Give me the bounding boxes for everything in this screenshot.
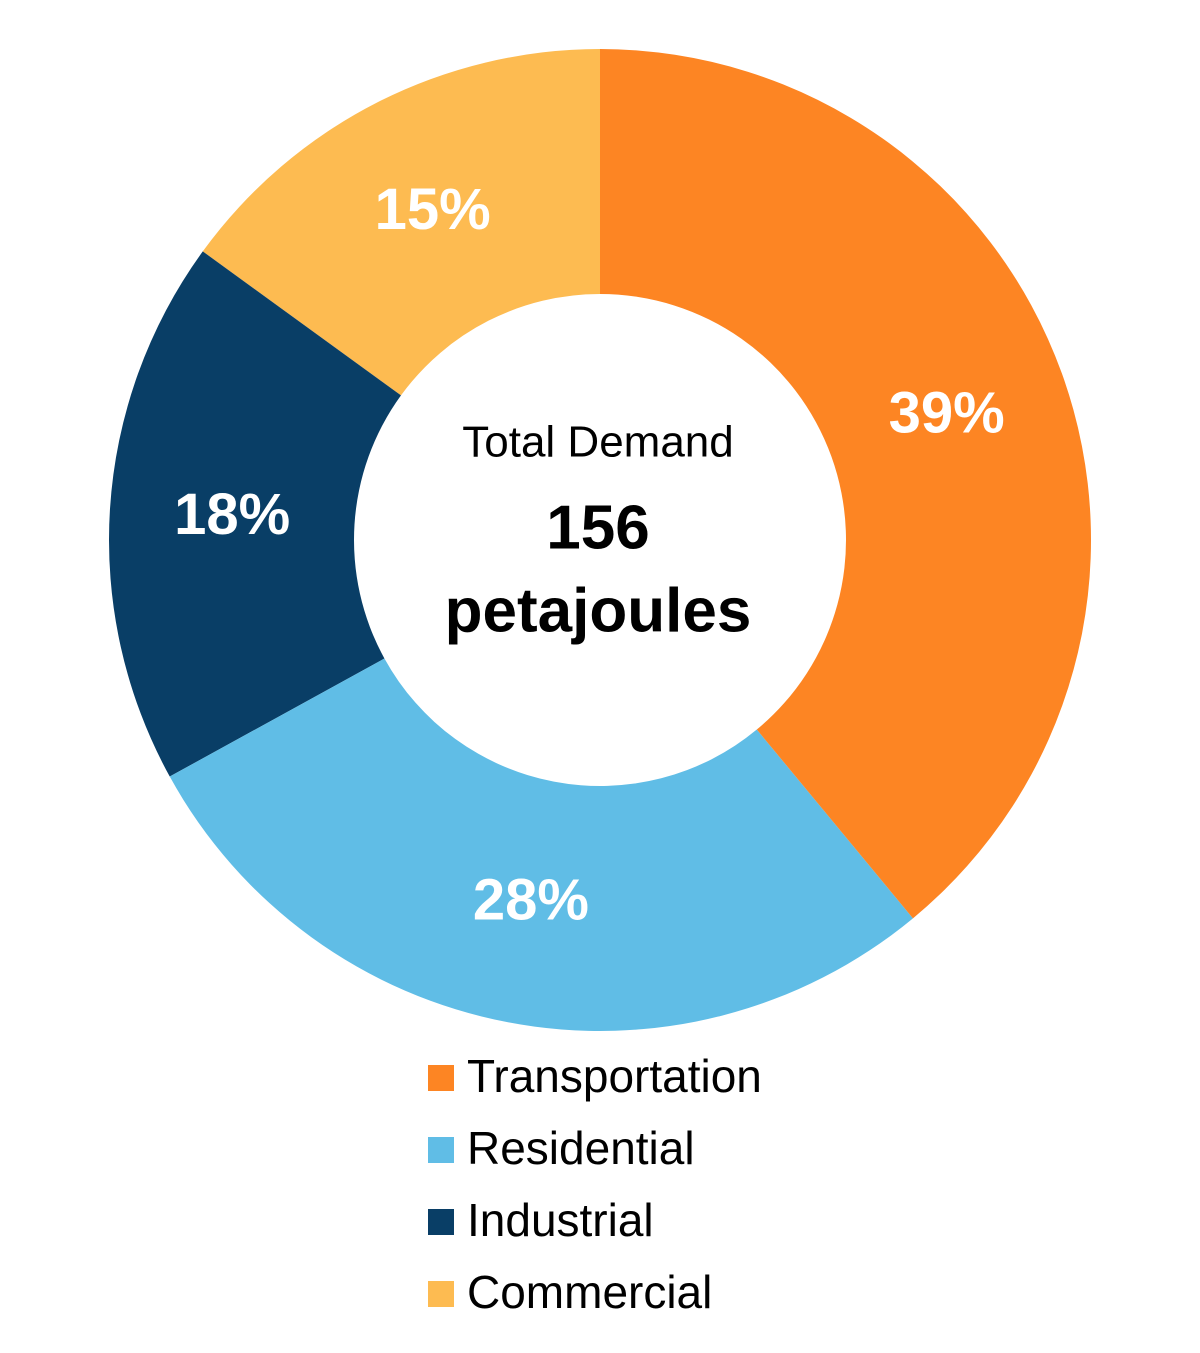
legend-label: Industrial — [467, 1194, 654, 1246]
legend-swatch — [428, 1281, 454, 1307]
legend-swatch — [428, 1209, 454, 1235]
center-unit: petajoules — [445, 576, 752, 645]
value-label: 18% — [174, 482, 290, 547]
value-label: 15% — [375, 177, 491, 242]
legend-label: Transportation — [467, 1050, 762, 1102]
center-value: 156 — [546, 493, 649, 562]
value-label: 39% — [889, 381, 1005, 446]
donut-segment — [108, 251, 401, 777]
legend-swatch — [428, 1065, 454, 1091]
center-title: Total Demand — [462, 418, 733, 467]
legend-label: Residential — [467, 1122, 695, 1174]
legend-swatch — [428, 1137, 454, 1163]
donut-segment — [600, 49, 1091, 919]
donut-segment — [202, 49, 601, 396]
donut-segment — [169, 658, 913, 1032]
legend-label: Commercial — [467, 1266, 712, 1318]
value-label: 28% — [473, 867, 589, 932]
